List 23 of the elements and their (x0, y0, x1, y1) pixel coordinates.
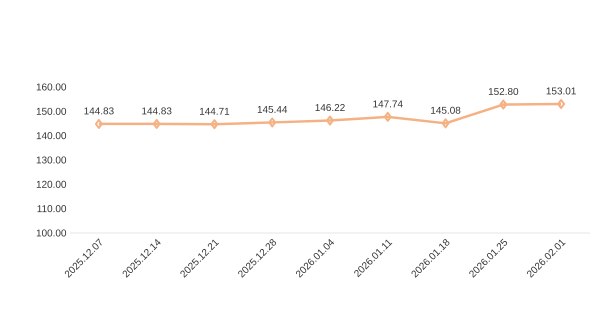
data-label: 145.08 (431, 106, 460, 114)
y-tick-label: 160.00 (36, 83, 66, 91)
data-label: 147.74 (373, 100, 403, 108)
point (442, 118, 450, 128)
point (326, 116, 334, 126)
data-label: 144.83 (84, 107, 114, 114)
data-label: 146.22 (316, 104, 345, 112)
y-tick-label: 150.00 (36, 108, 66, 115)
data-label: 145.44 (258, 106, 288, 113)
point (384, 112, 392, 122)
data-label: 144.71 (200, 108, 230, 115)
point (210, 119, 218, 130)
data-label: 153.01 (546, 87, 576, 95)
y-tick-label: 120.00 (36, 180, 66, 188)
point (152, 118, 161, 129)
point (268, 117, 276, 128)
data-label: 152.80 (488, 88, 518, 96)
y-tick-label: 100.00 (36, 229, 66, 237)
point (499, 100, 508, 110)
y-tick-label: 140.00 (36, 132, 66, 140)
y-tick-label: 110.00 (38, 205, 66, 212)
y-tick-label: 130.00 (36, 156, 66, 164)
data-label: 144.83 (142, 107, 172, 114)
